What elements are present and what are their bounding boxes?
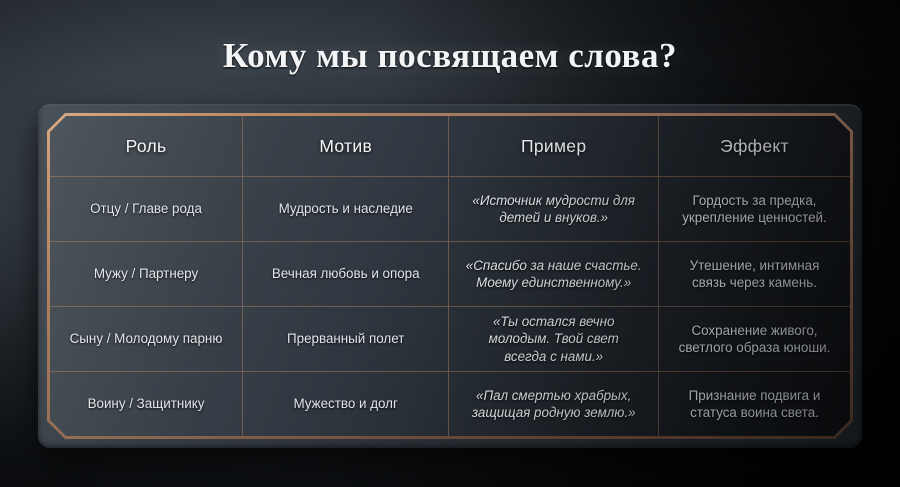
cell-effect: Утешение, интимная связь через камень.	[658, 242, 850, 306]
cell-motive: Мужество и долг	[242, 372, 448, 436]
table-row: Отцу / Главе рода Мудрость и наследие «И…	[50, 176, 850, 241]
column-header-example: Пример	[448, 116, 658, 176]
cell-role: Сыну / Молодому парню	[69, 331, 223, 347]
cell-effect: Сохранение живого, светлого образа юноши…	[658, 307, 850, 371]
column-header-motive: Мотив	[242, 116, 448, 176]
column-header-effect: Эффект	[658, 116, 850, 176]
ornamental-frame: Роль Мотив Пример Эффект Отцу / Главе ро…	[47, 113, 853, 439]
table-header-row: Роль Мотив Пример Эффект	[50, 116, 850, 176]
cell-example: «Пал смертью храбрых, защищая родную зем…	[448, 372, 658, 436]
table-plaque: Роль Мотив Пример Эффект Отцу / Главе ро…	[38, 104, 862, 448]
cell-role: Мужу / Партнеру	[93, 266, 199, 282]
cell-example: «Спасибо за наше счастье. Моему единстве…	[448, 242, 658, 306]
cell-effect: Признание подвига и статуса воина света.	[658, 372, 850, 436]
table-row: Воину / Защитнику Мужество и долг «Пал с…	[50, 371, 850, 436]
cell-role: Воину / Защитнику	[87, 396, 205, 412]
cell-motive: Прерванный полет	[242, 307, 448, 371]
cell-effect: Гордость за предка, укрепление ценностей…	[658, 177, 850, 241]
cell-example: «Ты остался вечно молодым. Твой свет все…	[448, 307, 658, 371]
column-header-role: Роль	[125, 135, 167, 156]
comparison-table: Роль Мотив Пример Эффект Отцу / Главе ро…	[50, 116, 850, 436]
cell-motive: Вечная любовь и опора	[242, 242, 448, 306]
page-title: Кому мы посвящаем слова?	[223, 36, 677, 75]
cell-example: «Источник мудрости для детей и внуков.»	[448, 177, 658, 241]
cell-motive: Мудрость и наследие	[242, 177, 448, 241]
cell-role: Отцу / Главе рода	[90, 201, 202, 217]
table-row: Сыну / Молодому парню Прерванный полет «…	[50, 306, 850, 371]
table-row: Мужу / Партнеру Вечная любовь и опора «С…	[50, 241, 850, 306]
